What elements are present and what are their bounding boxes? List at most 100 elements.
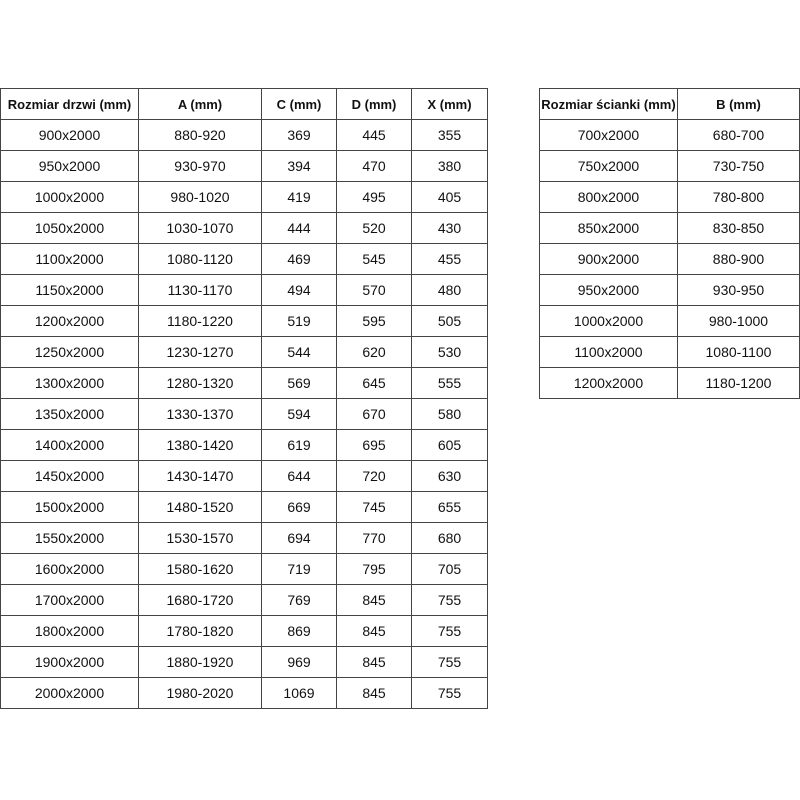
- table-cell: 845: [336, 584, 412, 616]
- table-cell: 1550x2000: [0, 522, 139, 554]
- table-cell: 745: [336, 491, 412, 523]
- table-cell: 850x2000: [539, 212, 678, 244]
- table-cell: 494: [261, 274, 337, 306]
- table-cell: 594: [261, 398, 337, 430]
- table-cell: 750x2000: [539, 150, 678, 182]
- table-cell: 1080-1100: [676, 336, 800, 368]
- table-cell: 869: [261, 615, 337, 647]
- table-cell: 2000x2000: [0, 677, 139, 709]
- table-cell: 645: [336, 367, 412, 399]
- table-cell: 1100x2000: [539, 336, 678, 368]
- table-cell: 969: [261, 646, 337, 678]
- table-cell: 950x2000: [0, 150, 139, 182]
- table-cell: 1400x2000: [0, 429, 139, 461]
- table-row: 1600x2000 1580-1620 719 795 705: [0, 553, 488, 585]
- header-cell: X (mm): [411, 88, 488, 120]
- table-cell: 930-950: [676, 274, 800, 306]
- table-cell: 1150x2000: [0, 274, 139, 306]
- table-cell: 1980-2020: [138, 677, 262, 709]
- table-cell: 444: [261, 212, 337, 244]
- table-row: 1150x2000 1130-1170 494 570 480: [0, 274, 488, 306]
- table-row: 1250x2000 1230-1270 544 620 530: [0, 336, 488, 368]
- table-row: 900x2000 880-920 369 445 355: [0, 119, 488, 151]
- table-cell: 769: [261, 584, 337, 616]
- table-cell: 980-1020: [138, 181, 262, 213]
- table-row: 2000x2000 1980-2020 1069 845 755: [0, 677, 488, 709]
- table-cell: 495: [336, 181, 412, 213]
- table-cell: 755: [411, 584, 488, 616]
- table-cell: 480: [411, 274, 488, 306]
- table-cell: 845: [336, 677, 412, 709]
- table-cell: 755: [411, 646, 488, 678]
- table-cell: 669: [261, 491, 337, 523]
- table-cell: 595: [336, 305, 412, 337]
- table-cell: 755: [411, 677, 488, 709]
- table-cell: 900x2000: [539, 243, 678, 275]
- table-cell: 405: [411, 181, 488, 213]
- table-row: 900x2000 880-900: [539, 243, 800, 275]
- table-cell: 470: [336, 150, 412, 182]
- table-cell: 1430-1470: [138, 460, 262, 492]
- table-cell: 580: [411, 398, 488, 430]
- table-cell: 1300x2000: [0, 367, 139, 399]
- table-cell: 394: [261, 150, 337, 182]
- table-row: 1200x2000 1180-1200: [539, 367, 800, 399]
- table-cell: 455: [411, 243, 488, 275]
- table-cell: 1500x2000: [0, 491, 139, 523]
- table-cell: 700x2000: [539, 119, 678, 151]
- table-cell: 1580-1620: [138, 553, 262, 585]
- header-cell: C (mm): [261, 88, 337, 120]
- header-cell: D (mm): [336, 88, 412, 120]
- table-cell: 695: [336, 429, 412, 461]
- table-cell: 670: [336, 398, 412, 430]
- table-cell: 1900x2000: [0, 646, 139, 678]
- table-cell: 800x2000: [539, 181, 678, 213]
- table-row: 1100x2000 1080-1100: [539, 336, 800, 368]
- table-cell: 680-700: [676, 119, 800, 151]
- table-cell: 1680-1720: [138, 584, 262, 616]
- table-cell: 770: [336, 522, 412, 554]
- table-cell: 1100x2000: [0, 243, 139, 275]
- table-cell: 569: [261, 367, 337, 399]
- table-cell: 1600x2000: [0, 553, 139, 585]
- table-row: 950x2000 930-970 394 470 380: [0, 150, 488, 182]
- table-cell: 369: [261, 119, 337, 151]
- table-cell: 505: [411, 305, 488, 337]
- table-row: 950x2000 930-950: [539, 274, 800, 306]
- table-cell: 1800x2000: [0, 615, 139, 647]
- table-cell: 719: [261, 553, 337, 585]
- header-cell: Rozmiar drzwi (mm): [0, 88, 139, 120]
- table-cell: 1330-1370: [138, 398, 262, 430]
- table-row: 700x2000 680-700: [539, 119, 800, 151]
- header-cell: A (mm): [138, 88, 262, 120]
- table-cell: 845: [336, 615, 412, 647]
- table-cell: 680: [411, 522, 488, 554]
- table-cell: 930-970: [138, 150, 262, 182]
- header-cell: Rozmiar ścianki (mm): [539, 88, 678, 120]
- table-cell: 1450x2000: [0, 460, 139, 492]
- table-cell: 880-900: [676, 243, 800, 275]
- table-cell: 795: [336, 553, 412, 585]
- table-row: 1900x2000 1880-1920 969 845 755: [0, 646, 488, 678]
- table-cell: 530: [411, 336, 488, 368]
- table-row: 1050x2000 1030-1070 444 520 430: [0, 212, 488, 244]
- table-row: 1450x2000 1430-1470 644 720 630: [0, 460, 488, 492]
- table-cell: 1200x2000: [539, 367, 678, 399]
- table-cell: 1180-1220: [138, 305, 262, 337]
- header-row: Rozmiar ścianki (mm) B (mm): [539, 88, 800, 120]
- table-cell: 1700x2000: [0, 584, 139, 616]
- table-row: 800x2000 780-800: [539, 181, 800, 213]
- table-cell: 705: [411, 553, 488, 585]
- table-cell: 1230-1270: [138, 336, 262, 368]
- table-cell: 355: [411, 119, 488, 151]
- table-cell: 380: [411, 150, 488, 182]
- table-cell: 845: [336, 646, 412, 678]
- table-row: 1400x2000 1380-1420 619 695 605: [0, 429, 488, 461]
- table-cell: 469: [261, 243, 337, 275]
- panel-size-table: Rozmiar ścianki (mm) B (mm) 700x2000 680-70…: [539, 88, 800, 399]
- table-row: 1550x2000 1530-1570 694 770 680: [0, 522, 488, 554]
- table-cell: 830-850: [676, 212, 800, 244]
- table-row: 1000x2000 980-1000: [539, 305, 800, 337]
- table-cell: 605: [411, 429, 488, 461]
